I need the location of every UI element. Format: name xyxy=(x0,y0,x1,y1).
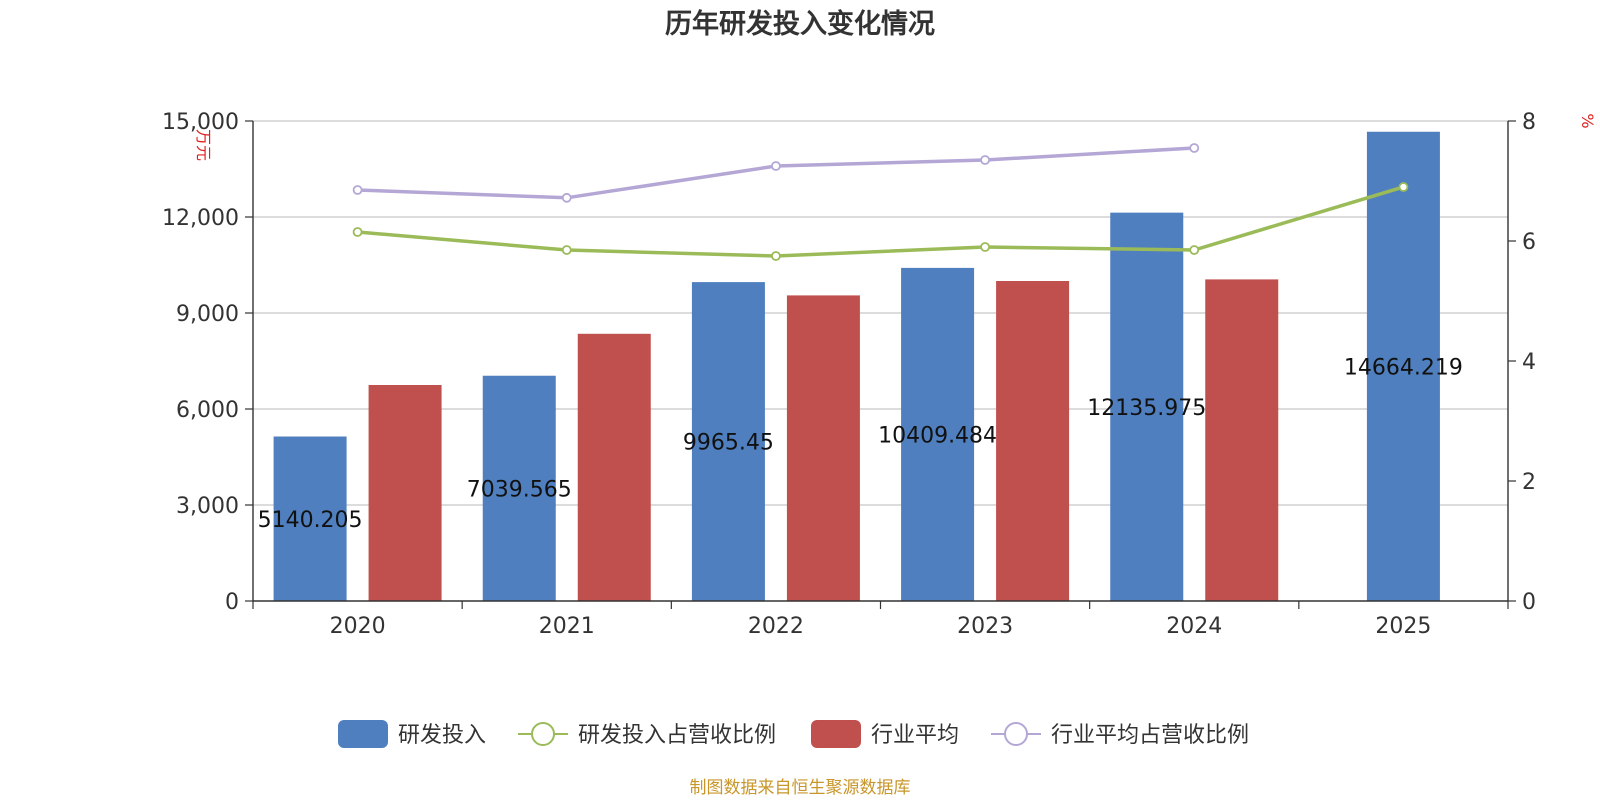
legend-swatch-marker xyxy=(1004,722,1028,746)
bar-industry-average xyxy=(577,333,651,601)
bar-industry-average xyxy=(786,295,860,601)
right-axis-tick-label: 4 xyxy=(1522,350,1536,375)
line-point xyxy=(1189,245,1200,255)
x-axis-category-label: 2021 xyxy=(539,614,595,639)
bar-industry-average xyxy=(996,281,1070,601)
bar-rd-investment xyxy=(1366,131,1440,601)
bar-rd-investment xyxy=(901,267,975,601)
bar-value-label: 7039.565 xyxy=(467,477,572,502)
bar-rd-investment xyxy=(1110,212,1184,601)
legend-label: 研发投入占营收比例 xyxy=(578,723,776,748)
bar-rd-investment xyxy=(273,436,347,601)
bar-rd-investment xyxy=(482,375,556,601)
axes: 0 3,000 6,000 9,000 12,000 15,000 0 2 4 6 8 2020 202… xyxy=(162,110,1536,639)
chart-title: 历年研发投入变化情况 xyxy=(665,8,935,40)
series-line-1 xyxy=(357,185,1404,258)
line-point xyxy=(561,192,572,203)
bar-value-label: 5140.205 xyxy=(258,508,363,533)
line-point xyxy=(771,161,781,171)
bar-rd-investment xyxy=(691,282,765,601)
left-axis-tick-label: 0 xyxy=(225,590,239,615)
line-point xyxy=(561,245,572,255)
bar-value-label: 14664.219 xyxy=(1344,355,1463,380)
x-axis-category-label: 2020 xyxy=(330,614,386,639)
line-point xyxy=(1398,182,1409,192)
left-axis-tick-label: 3,000 xyxy=(176,494,239,519)
right-axis-tick-label: 2 xyxy=(1522,470,1536,495)
bar-value-label: 9965.45 xyxy=(683,431,774,456)
right-axis-tick-label: 0 xyxy=(1522,590,1536,615)
left-axis-tick-label: 6,000 xyxy=(176,398,239,423)
x-axis-category-label: 2025 xyxy=(1375,614,1431,639)
legend-label: 行业平均 xyxy=(871,723,959,748)
series-line-3 xyxy=(357,146,1195,200)
line-point xyxy=(352,185,363,195)
bar-series xyxy=(273,131,1440,601)
bar-value-label: 12135.975 xyxy=(1087,396,1206,421)
legend: 研发投入 研发投入占营收比例 行业平均 行业平均占营收比例 xyxy=(338,720,1249,748)
legend-label: 行业平均占营收比例 xyxy=(1051,723,1249,748)
line-point xyxy=(771,251,781,261)
x-axis-category-label: 2024 xyxy=(1166,614,1222,639)
source-note: 制图数据来自恒生聚源数据库 xyxy=(690,778,911,798)
bar-value-labels: 5140.205 7039.565 9965.45 10409.484 12135.97… xyxy=(258,355,1463,532)
right-axis-unit: % xyxy=(1578,113,1597,128)
legend-swatch-marker xyxy=(531,722,555,746)
line-point xyxy=(1189,143,1200,153)
line-point xyxy=(352,227,363,237)
left-axis-tick-label: 9,000 xyxy=(176,302,239,327)
bar-industry-average xyxy=(368,385,442,601)
bar-value-label: 10409.484 xyxy=(878,423,997,448)
left-axis-tick-label: 12,000 xyxy=(162,206,239,231)
legend-swatch-bar xyxy=(338,720,388,748)
bar-industry-average xyxy=(1205,279,1279,601)
left-axis-tick-label: 15,000 xyxy=(162,110,239,135)
line-point xyxy=(980,155,990,165)
legend-label: 研发投入 xyxy=(398,723,486,748)
x-axis-category-label: 2022 xyxy=(748,614,804,639)
x-axis-category-label: 2023 xyxy=(957,614,1013,639)
right-axis-tick-label: 8 xyxy=(1522,110,1536,135)
line-point xyxy=(980,242,990,252)
right-axis-tick-label: 6 xyxy=(1522,230,1536,255)
line-series xyxy=(352,143,1409,261)
legend-swatch-bar xyxy=(811,720,861,748)
left-axis-unit: 万元 xyxy=(194,129,213,161)
